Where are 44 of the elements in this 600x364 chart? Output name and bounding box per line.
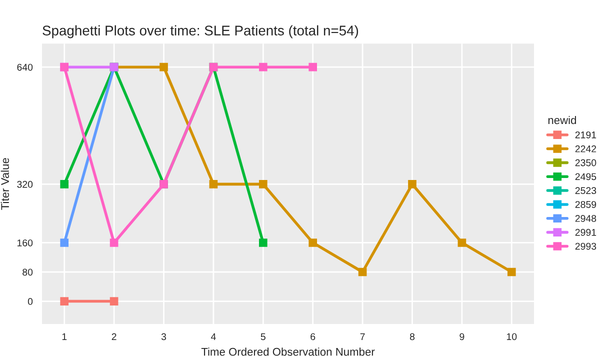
point — [110, 297, 118, 306]
legend-label: 2191 — [575, 131, 596, 138]
x-tick-label: 2 — [112, 333, 116, 340]
x-tick-label: 9 — [460, 333, 464, 340]
point — [458, 238, 466, 247]
point — [60, 297, 69, 306]
point — [507, 268, 516, 276]
point — [60, 238, 69, 247]
x-tick-label: 3 — [161, 333, 166, 340]
legend-label: 2993 — [575, 242, 596, 250]
legend-label: 2948 — [575, 215, 596, 222]
x-tick-label: 1 — [62, 333, 67, 340]
y-tick-label: 320 — [17, 180, 33, 188]
point — [60, 180, 69, 188]
legend-title: newid — [548, 116, 576, 124]
legend-label: 2991 — [575, 228, 596, 236]
x-tick-label: 10 — [506, 333, 517, 340]
y-tick-label: 80 — [22, 268, 33, 276]
x-tick-label: 8 — [410, 333, 415, 340]
y-tick-label: 160 — [17, 239, 33, 246]
legend-label: 2350 — [575, 159, 596, 166]
legend-label: 2523 — [575, 187, 596, 194]
point — [258, 238, 268, 247]
x-tick-label: 4 — [210, 333, 216, 340]
y-axis-title: Titer Value — [0, 158, 9, 210]
x-tick-label: 5 — [260, 333, 266, 340]
point — [160, 62, 168, 72]
y-tick-label: 640 — [17, 64, 33, 71]
x-axis-title: Time Ordered Observation Number — [201, 348, 375, 356]
legend-label: 2859 — [575, 201, 596, 208]
point — [258, 62, 268, 72]
point — [358, 268, 367, 276]
x-tick-label: 6 — [310, 333, 316, 340]
point — [110, 238, 118, 247]
x-tick-label: 7 — [360, 333, 365, 340]
chart-title: Spaghetti Plots over time: SLE Patients (total n=54) — [42, 25, 358, 38]
point — [308, 238, 318, 247]
point — [408, 180, 416, 188]
legend-label: 2242 — [575, 145, 596, 152]
point — [258, 180, 268, 188]
y-tick-label: 0 — [28, 298, 33, 305]
point — [308, 62, 318, 72]
point — [209, 180, 218, 188]
legend-label: 2495 — [575, 173, 596, 180]
